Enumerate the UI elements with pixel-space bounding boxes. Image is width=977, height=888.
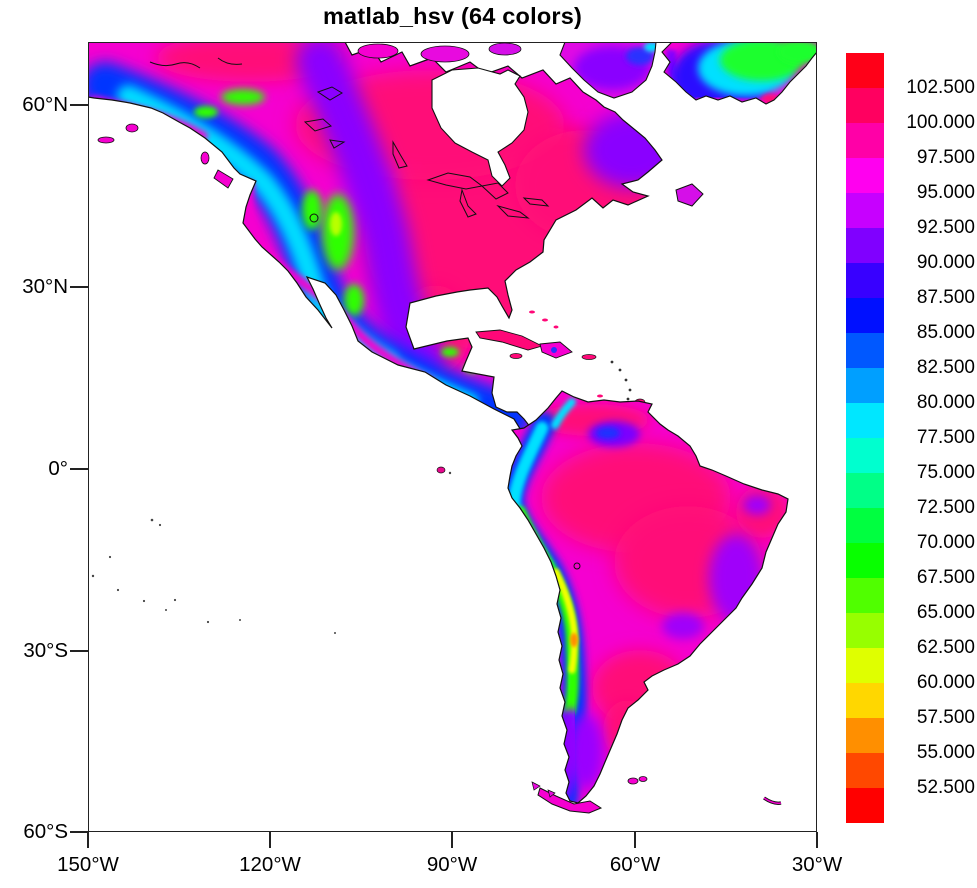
x-axis-tick-label: 30°W: [791, 853, 843, 876]
colorbar-tick-label: 75.000: [916, 462, 975, 483]
x-axis-tick-label: 60°W: [609, 853, 661, 876]
colorbar-segment: [846, 788, 884, 823]
north-america: [88, 42, 663, 433]
tierra-del-fuego: [531, 781, 603, 814]
colorbar-segment: [846, 123, 884, 158]
colorbar-tick-label: 100.000: [906, 112, 975, 133]
colorbar-segment: [846, 193, 884, 228]
falkland-islands: [627, 776, 648, 785]
colorbar-segment: [846, 718, 884, 753]
colorbar-tick-label: 67.500: [916, 567, 975, 588]
colorbar-tick-label: 82.500: [916, 357, 975, 378]
colorbar-segment: [846, 228, 884, 263]
x-axis-tick-label: 120°W: [239, 853, 301, 876]
plot-title: matlab_hsv (64 colors): [322, 3, 583, 29]
galapagos: [436, 466, 446, 474]
y-axis-tick: [70, 468, 88, 470]
y-axis-tick-label: 30°S: [23, 639, 68, 662]
colorbar-tick-label: 65.000: [916, 602, 975, 623]
y-axis-tick: [70, 104, 88, 106]
arctic-islands: [357, 42, 522, 63]
colorbar-tick-label: 102.500: [906, 77, 975, 98]
colorbar-segment: [846, 648, 884, 683]
colorbar-tick-label: 85.000: [916, 322, 975, 343]
y-axis-tick-label: 60°N: [22, 93, 68, 116]
hudson-bay: [431, 67, 529, 187]
x-axis-tick: [634, 832, 636, 848]
colorbar-segment: [846, 438, 884, 473]
colorbar-tick-label: 72.500: [916, 497, 975, 518]
colorbar-segment: [846, 158, 884, 193]
south-georgia: [763, 796, 782, 805]
map-layers: [88, 42, 817, 814]
colorbar-tick-label: 97.500: [916, 147, 975, 168]
colorbar-segment: [846, 613, 884, 648]
colorbar-tick-label: 95.000: [916, 182, 975, 203]
colorbar-segment: [846, 683, 884, 718]
y-axis-tick-label: 30°N: [22, 275, 68, 298]
greenland: [661, 42, 817, 105]
colorbar-segment: [846, 543, 884, 578]
x-axis-tick: [816, 832, 818, 848]
colorbar-tick-label: 55.000: [916, 742, 975, 763]
colorbar-segment: [846, 263, 884, 298]
colorbar-tick-label: 87.500: [916, 287, 975, 308]
baffin-island: [559, 42, 657, 99]
pacific-islets: [91, 466, 452, 634]
colorbar-segment: [846, 403, 884, 438]
colorbar-segment: [846, 88, 884, 123]
colorbar-tick-label: 90.000: [916, 252, 975, 273]
colorbar-tick-label: 60.000: [916, 672, 975, 693]
colorbar-tick-label: 77.500: [916, 427, 975, 448]
x-axis-tick: [269, 832, 271, 848]
colorbar-segment: [846, 298, 884, 333]
colorbar-tick-label: 57.500: [916, 707, 975, 728]
y-axis-tick: [70, 286, 88, 288]
colorbar-segment: [846, 578, 884, 613]
colorbar-tick-label: 80.000: [916, 392, 975, 413]
colorbar-segment: [846, 753, 884, 788]
small-islands-north: [97, 123, 704, 207]
y-axis-tick-label: 60°S: [23, 820, 68, 843]
colorbar-tick-label: 62.500: [916, 637, 975, 658]
x-axis-tick: [451, 832, 453, 848]
colorbar-segment: [846, 333, 884, 368]
south-america: [507, 390, 789, 804]
colorbar-tick-label: 52.500: [916, 777, 975, 798]
colorbar-segment: [846, 508, 884, 543]
lakes: [149, 57, 550, 223]
x-axis-tick: [87, 832, 89, 848]
x-axis-tick-label: 150°W: [57, 853, 119, 876]
y-axis-tick: [70, 650, 88, 652]
colorbar-segment: [846, 368, 884, 403]
lake-titicaca: [573, 562, 581, 570]
x-axis-tick-label: 90°W: [426, 853, 478, 876]
colorbar-tick-label: 70.000: [916, 532, 975, 553]
y-axis-tick-label: 0°: [48, 457, 68, 480]
y-axis-tick: [70, 831, 88, 833]
colorbar-segment: [846, 473, 884, 508]
colorbar-segment: [846, 53, 884, 88]
colorbar-tick-label: 92.500: [916, 217, 975, 238]
colorbar: [846, 53, 884, 823]
